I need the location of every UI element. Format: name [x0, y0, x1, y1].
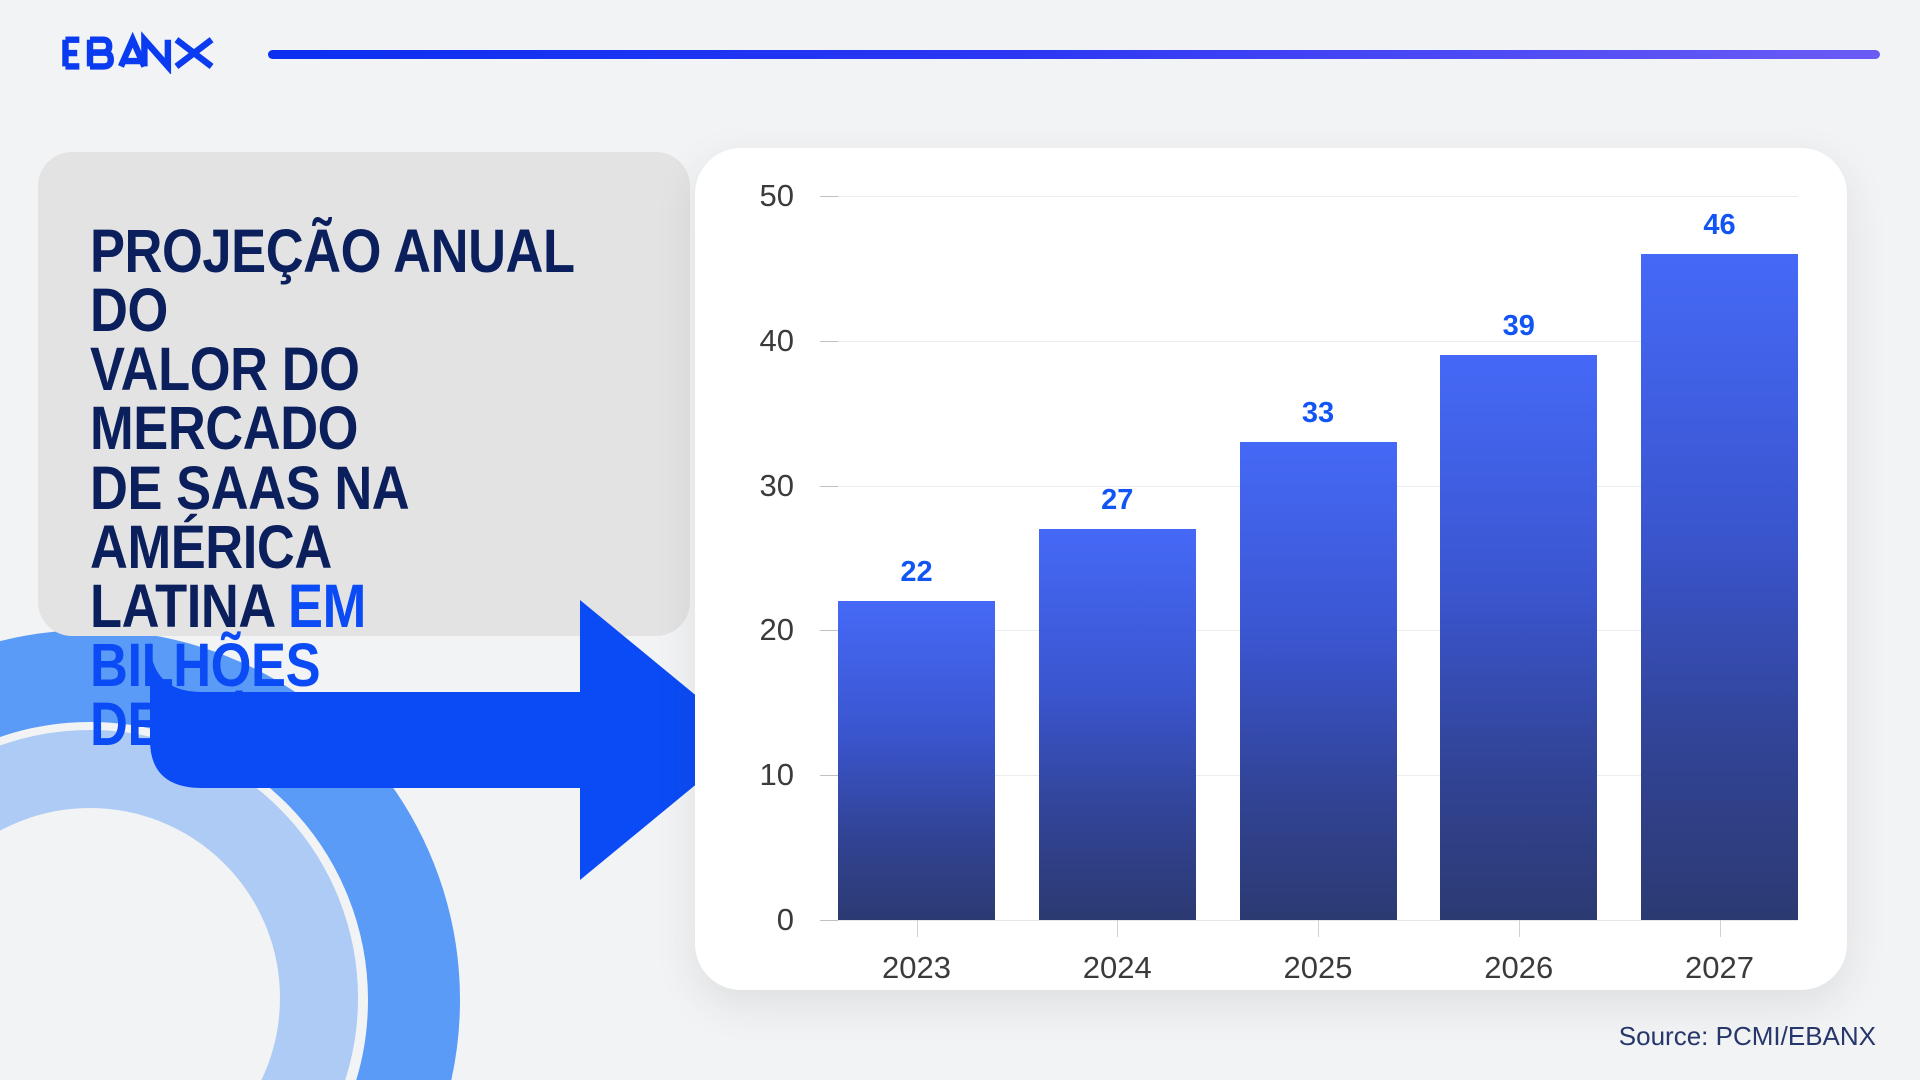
headline-line-4: LATINA EM BILHÕES — [90, 575, 589, 695]
bar-chart: 0 10 20 30 40 50 22 2023 27 2024 33 2025 39 2026 46 20… — [760, 178, 1798, 985]
headline-line-4-plain: LATINA — [90, 571, 289, 640]
bar-column[interactable]: 33 2025 — [1239, 196, 1397, 985]
y-tick-mark — [820, 630, 838, 632]
bar[interactable] — [1239, 442, 1397, 920]
x-tick-mark — [1518, 920, 1520, 937]
x-tick-label: 2027 — [1685, 950, 1754, 985]
bar-column[interactable]: 39 2026 — [1440, 196, 1598, 985]
y-tick-label: 40 — [759, 322, 794, 358]
bar-value-label: 39 — [1502, 310, 1535, 343]
x-tick-label: 2024 — [1082, 950, 1152, 985]
curved-right-arrow-icon — [150, 600, 750, 880]
bar-value-label: 46 — [1703, 208, 1736, 241]
bar[interactable] — [1038, 529, 1196, 920]
ebanx-logo — [58, 30, 218, 74]
y-tick-label: 10 — [759, 757, 794, 793]
y-tick-label: 30 — [759, 467, 794, 503]
bar[interactable] — [1641, 253, 1798, 920]
bar[interactable] — [1440, 355, 1598, 920]
bar-column[interactable]: 27 2024 — [1038, 196, 1196, 985]
x-tick-mark — [1117, 920, 1119, 937]
x-tick-mark — [1719, 920, 1721, 937]
y-tick-label: 0 — [776, 902, 794, 937]
x-tick-mark — [916, 920, 918, 937]
x-tick-mark — [1318, 920, 1319, 937]
headline-card — [38, 152, 690, 636]
bar-value-label: 27 — [1101, 484, 1134, 517]
y-tick-mark — [820, 920, 838, 921]
bar-column[interactable]: 46 2027 — [1641, 196, 1798, 985]
x-tick-label: 2026 — [1484, 950, 1554, 985]
bar-value-label: 22 — [900, 556, 933, 589]
y-tick-label: 50 — [759, 178, 794, 213]
bar-value-label: 33 — [1301, 397, 1335, 430]
gridline — [838, 340, 1798, 342]
x-tick-label: 2025 — [1283, 950, 1353, 985]
gridline — [838, 196, 1798, 197]
y-tick-label: 20 — [759, 612, 794, 648]
bar[interactable] — [838, 601, 995, 920]
headline-line-3: DE SAAS NA AMÉRICA — [90, 453, 408, 581]
header-accent-rule — [268, 50, 1880, 59]
y-tick-mark — [820, 775, 838, 777]
headline-line-2: VALOR DO MERCADO — [90, 335, 360, 463]
y-tick-mark — [820, 485, 838, 487]
y-tick-mark — [820, 340, 838, 342]
source-attribution: Source: PCMI/EBANX — [1618, 1021, 1876, 1051]
headline-line-4-accent: EM BILHÕES — [90, 571, 366, 700]
x-tick-label: 2023 — [882, 950, 951, 985]
chart-bars: 22 2023 27 2024 33 2025 39 2026 46 2027 — [838, 196, 1798, 985]
bar-column[interactable]: 22 2023 — [838, 196, 995, 985]
headline-line-1: PROJEÇÃO ANUAL DO — [90, 217, 574, 345]
y-tick-mark — [820, 196, 838, 197]
